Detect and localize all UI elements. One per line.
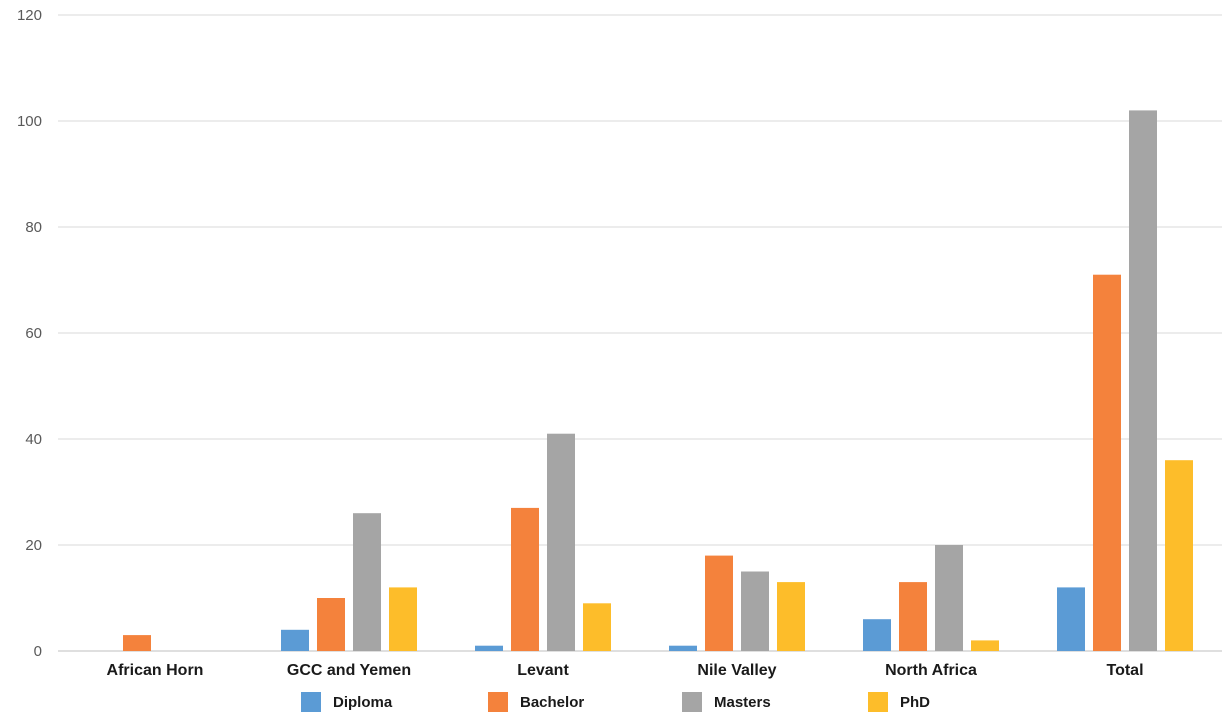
x-category-label: African Horn [107,662,204,679]
bar-bachelor [1093,274,1121,651]
legend-swatch-phd [868,692,888,712]
bar-phd [583,603,611,651]
bar-phd [1165,460,1193,651]
legend: Diploma Bachelor Masters PhD [301,692,930,712]
y-tick-label: 60 [25,325,42,342]
legend-label-phd: PhD [900,694,930,711]
x-category-label: Nile Valley [697,662,776,679]
y-axis: 0 20 40 60 80 100 120 [17,7,42,660]
x-category-label: Levant [517,662,569,679]
legend-label-bachelor: Bachelor [520,694,584,711]
bar-masters [353,513,381,651]
bar-diploma [475,645,503,651]
bar-bachelor [705,555,733,651]
y-tick-label: 0 [34,643,42,660]
y-tick-label: 100 [17,113,42,130]
bar-bachelor [123,635,151,651]
bar-masters [1129,110,1157,651]
bar-bachelor [317,598,345,651]
bar-diploma [669,645,697,651]
legend-swatch-masters [682,692,702,712]
bars [123,110,1193,651]
x-category-label: North Africa [885,662,977,679]
legend-swatch-diploma [301,692,321,712]
bar-phd [777,582,805,651]
y-tick-label: 120 [17,7,42,24]
legend-swatch-bachelor [488,692,508,712]
bar-phd [971,640,999,651]
y-tick-label: 80 [25,219,42,236]
bar-masters [935,545,963,651]
legend-label-diploma: Diploma [333,694,393,711]
bar-masters [741,571,769,651]
x-category-label: GCC and Yemen [287,662,411,679]
bar-bachelor [899,582,927,651]
bar-diploma [863,619,891,651]
gridlines [58,14,1222,652]
y-tick-label: 40 [25,431,42,448]
x-axis: African Horn GCC and Yemen Levant Nile Vall… [107,662,1144,679]
bar-masters [547,433,575,651]
bar-bachelor [511,507,539,651]
legend-label-masters: Masters [714,694,771,711]
bar-phd [389,587,417,651]
x-category-label: Total [1106,662,1143,679]
bar-diploma [281,629,309,651]
bar-diploma [1057,587,1085,651]
y-tick-label: 20 [25,537,42,554]
